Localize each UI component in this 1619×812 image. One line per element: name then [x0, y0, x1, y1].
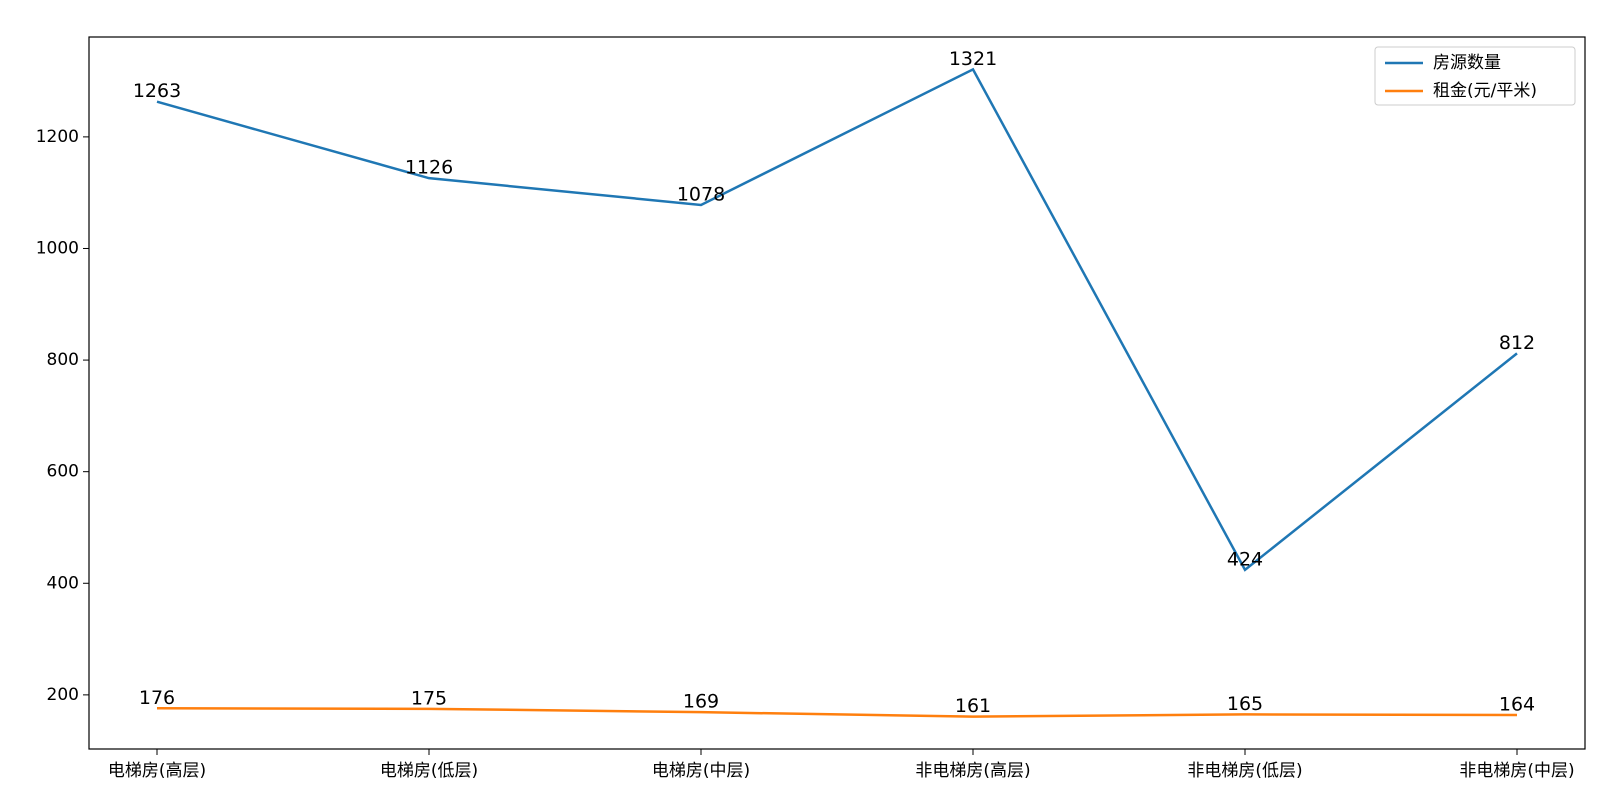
data-label: 169 — [683, 691, 719, 713]
data-label: 164 — [1499, 693, 1535, 715]
x-tick-label: 电梯房(低层) — [380, 761, 478, 781]
data-label: 165 — [1227, 693, 1263, 715]
data-label: 175 — [411, 687, 447, 709]
y-tick-label: 200 — [47, 685, 79, 705]
x-tick-label: 非电梯房(高层) — [915, 761, 1030, 781]
data-label: 1126 — [405, 157, 453, 179]
y-tick-label: 800 — [47, 350, 79, 370]
y-tick-label: 1200 — [36, 127, 79, 147]
x-tick-label: 非电梯房(中层) — [1459, 761, 1574, 781]
data-label: 161 — [955, 695, 991, 717]
data-label: 812 — [1499, 332, 1535, 354]
y-tick-label: 400 — [47, 573, 79, 593]
y-tick-label: 600 — [47, 462, 79, 482]
legend-label: 租金(元/平米) — [1433, 81, 1537, 101]
y-tick-label: 1000 — [36, 238, 79, 258]
legend-label: 房源数量 — [1433, 53, 1501, 73]
x-tick-label: 电梯房(中层) — [652, 761, 750, 781]
series-line — [156, 707, 1518, 718]
x-tick-label: 电梯房(高层) — [108, 761, 206, 781]
legend-box — [1374, 46, 1576, 106]
x-tick-label: 非电梯房(低层) — [1187, 761, 1302, 781]
data-label: 1321 — [949, 48, 997, 70]
series-line — [156, 67, 1518, 572]
data-label: 1263 — [133, 80, 181, 102]
data-label: 1078 — [677, 183, 725, 205]
data-label: 176 — [139, 687, 175, 709]
plot-frame — [88, 36, 1586, 750]
data-label: 424 — [1227, 548, 1263, 570]
